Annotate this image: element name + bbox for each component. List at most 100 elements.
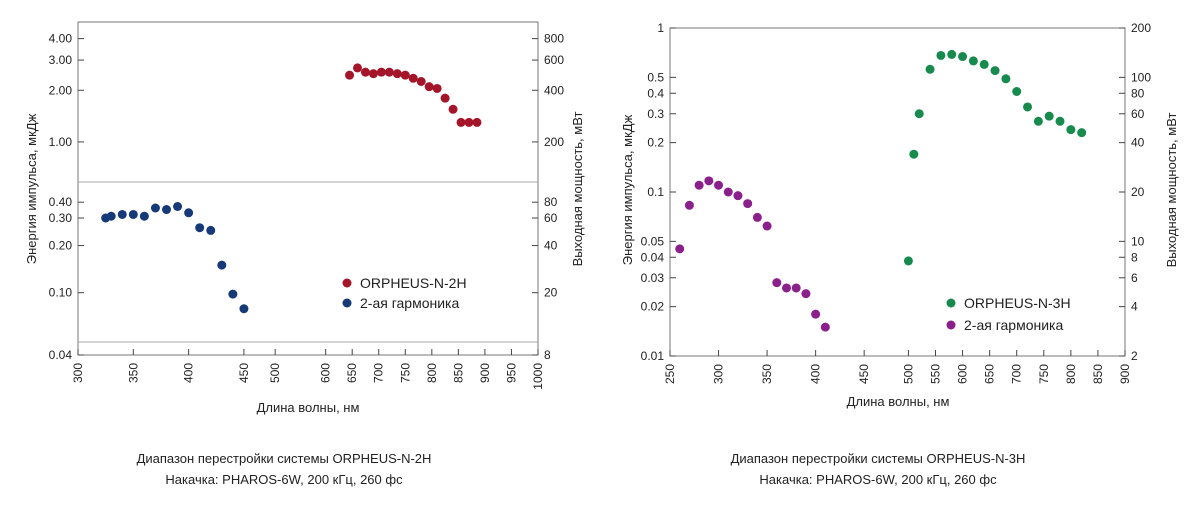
data-point-series-2 — [106, 211, 116, 221]
x-tick-label: 1000 — [531, 363, 545, 390]
data-point-series-1 — [1077, 128, 1087, 138]
x-tick-label: 900 — [1118, 364, 1132, 384]
data-point-series-2 — [206, 225, 216, 235]
y-tick-label: 0.20 — [49, 239, 73, 253]
data-point-series-1 — [376, 67, 386, 77]
y2-axis-label-1: Выходная мощность, мВт — [570, 112, 585, 267]
legend-marker-2nd-harmonic-2 — [946, 320, 956, 330]
y2-tick-label: 20 — [544, 286, 558, 300]
x-tick-label: 250 — [663, 364, 677, 384]
y2-tick-label: 20 — [1131, 185, 1145, 199]
data-point-series-1 — [464, 117, 474, 127]
legend-marker-2nd-harmonic-1 — [342, 298, 352, 308]
data-point-series-1 — [456, 117, 466, 127]
data-point-series-1 — [947, 49, 957, 59]
y2-tick-label: 100 — [1131, 70, 1151, 84]
x-ticks-1: 300 350 400 450 500 600 650 700 750 800 850 900 950 1… — [71, 349, 545, 390]
y-tick-label: 0.4 — [647, 86, 664, 100]
data-point-series-1 — [968, 56, 978, 66]
caption-2-line-2: Накачка: PHAROS-6W, 200 кГц, 260 фс — [759, 472, 997, 487]
data-point-series-1 — [1001, 74, 1011, 84]
data-point-series-1 — [424, 82, 434, 92]
data-point-series-2 — [195, 223, 205, 233]
y2-tick-label: 8 — [544, 348, 551, 362]
data-point-series-1 — [384, 67, 394, 77]
x-tick-label: 700 — [372, 363, 386, 383]
x-tick-label: 600 — [956, 364, 970, 384]
y2-tick-label: 200 — [1131, 21, 1151, 35]
y2-tick-label: 600 — [544, 53, 564, 67]
data-point-series-1 — [368, 69, 378, 79]
y-tick-label: 4.00 — [49, 32, 73, 46]
data-point-series-2 — [723, 187, 733, 197]
x-tick-label: 800 — [425, 363, 439, 383]
y-tick-label: 0.30 — [49, 211, 73, 225]
plot-area-1 — [77, 21, 539, 356]
x-tick-label: 300 — [712, 364, 726, 384]
data-point-series-2 — [217, 260, 227, 270]
data-point-series-2 — [128, 209, 138, 219]
legend-label-2nd-harmonic-1: 2-ая гармоника — [360, 295, 459, 311]
x-tick-label: 300 — [71, 363, 85, 383]
y-tick-label: 0.03 — [641, 271, 665, 285]
y-tick-label: 0.02 — [641, 300, 665, 314]
x-tick-label: 900 — [478, 363, 492, 383]
data-point-series-2 — [162, 205, 171, 215]
data-point-series-1 — [360, 67, 370, 77]
data-point-series-2 — [117, 209, 127, 219]
x-tick-label: 450 — [237, 363, 251, 383]
data-point-series-1 — [958, 52, 968, 62]
y-tick-label: 0.04 — [49, 348, 73, 362]
legend-label-2nd-harmonic-2: 2-ая гармоника — [964, 317, 1063, 333]
legend-2: ORPHEUS-N-3H 2-ая гармоника — [946, 295, 1071, 333]
x-tick-label: 850 — [1091, 364, 1105, 384]
y2-tick-label: 400 — [544, 83, 564, 97]
x-axis-label-2: Длина волны, нм — [847, 394, 950, 409]
chart-orpheus-n-2h: Энергия импульса, мкДж Выходная мощность… — [24, 21, 585, 487]
x-tick-label: 350 — [760, 364, 774, 384]
plot-area-2 — [669, 27, 1126, 357]
y2-ticks-2: 2 4 6 8 10 20 40 60 80 100 200 — [1119, 21, 1151, 363]
data-point-series-2 — [791, 283, 801, 293]
chart-orpheus-n-3h: Энергия импульса, мкДж Выходная мощность… — [620, 21, 1179, 487]
data-point-series-2 — [239, 304, 249, 314]
y-tick-label: 0.40 — [49, 195, 73, 209]
x-tick-label: 500 — [268, 363, 282, 383]
data-point-series-1 — [914, 109, 924, 119]
data-point-series-1 — [903, 256, 913, 266]
y-tick-label: 0.1 — [647, 185, 664, 199]
data-point-series-1 — [408, 73, 418, 83]
y-tick-label: 2.00 — [49, 83, 73, 97]
data-point-series-2 — [782, 283, 791, 293]
x-tick-label: 450 — [857, 364, 871, 384]
y2-tick-label: 800 — [544, 32, 564, 46]
y2-tick-label: 10 — [1131, 234, 1145, 248]
data-point-series-2 — [820, 322, 830, 332]
x-tick-label: 600 — [319, 363, 333, 383]
x-tick-label: 500 — [901, 364, 915, 384]
x-tick-label: 700 — [1010, 364, 1024, 384]
x-ticks-2: 250 300 350 400 450 500 550 600 650 700 750 800 850 9… — [663, 350, 1132, 384]
y2-tick-label: 80 — [544, 195, 558, 209]
y-ticks-1: 0.04 0.10 0.20 0.30 0.40 1.00 2.00 3.00 4.00 — [49, 32, 84, 362]
x-tick-label: 400 — [809, 364, 823, 384]
data-point-series-1 — [909, 149, 919, 159]
data-point-series-1 — [1023, 102, 1033, 112]
data-point-series-2 — [733, 191, 743, 201]
x-tick-label: 400 — [182, 363, 196, 383]
data-point-series-1 — [472, 117, 482, 127]
data-point-series-2 — [714, 180, 724, 190]
data-point-series-1 — [440, 93, 450, 103]
y-tick-label: 0.05 — [641, 234, 665, 248]
data-point-series-1 — [392, 69, 402, 79]
data-point-series-1 — [448, 104, 458, 114]
y-tick-label: 1.00 — [49, 135, 73, 149]
y-axis-label-2: Энергия импульса, мкДж — [620, 114, 635, 265]
data-point-series-1 — [416, 77, 426, 87]
legend-label-orpheus-n-2h: ORPHEUS-N-2H — [360, 275, 467, 291]
y2-axis-label-2: Выходная мощность, мВт — [1164, 113, 1179, 268]
data-point-series-2 — [228, 289, 238, 299]
caption-1-line-1: Диапазон перестройки системы ORPHEUS-N-2… — [137, 451, 432, 466]
y2-tick-label: 4 — [1131, 300, 1138, 314]
